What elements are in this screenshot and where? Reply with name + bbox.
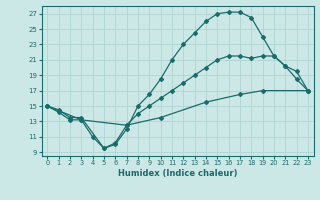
X-axis label: Humidex (Indice chaleur): Humidex (Indice chaleur) [118, 169, 237, 178]
